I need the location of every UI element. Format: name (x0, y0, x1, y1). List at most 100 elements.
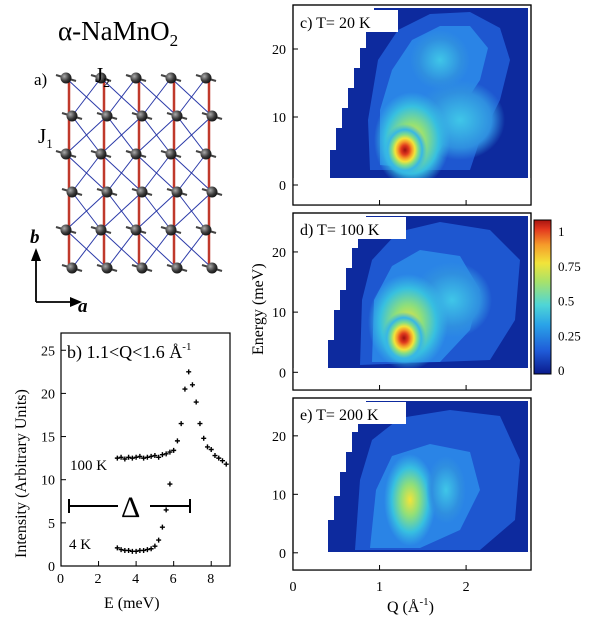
axis-b-label: b (30, 227, 40, 248)
energy-tick-label: 20 (272, 43, 286, 58)
map-ticks: 0 10 20 0 10 20 0 10 20 0 1 2 (272, 43, 470, 595)
intensity-ylabel: Intensity (Arbitrary Units) (13, 389, 30, 558)
data-point (174, 438, 180, 444)
data-point (219, 458, 225, 464)
intensity-panel-label: b) 1.1<Q<1.6 Å-1 (67, 341, 191, 363)
data-point (167, 449, 173, 455)
mn-atom (95, 224, 107, 236)
y-tick-label: 15 (41, 431, 55, 446)
energy-tick-label: 10 (272, 111, 286, 126)
intensity-ticks: 0 2 4 6 8 0 5 10 15 20 25 (41, 344, 214, 587)
colorbar-tick-label: 0.75 (558, 259, 581, 274)
data-point (197, 421, 203, 427)
mn-atom (171, 262, 183, 274)
mn-atom (165, 224, 177, 236)
j2-bond (135, 115, 178, 155)
data-point (137, 453, 143, 459)
data-point (182, 386, 188, 392)
lattice-bonds (65, 77, 213, 269)
y-tick-label: 10 (41, 474, 55, 489)
x-tick-label: 6 (170, 572, 177, 587)
x-tick-label: 2 (95, 572, 102, 587)
mn-atom (66, 110, 78, 122)
mn-atom (101, 110, 113, 122)
data-point (167, 481, 173, 487)
j2-bond (71, 77, 102, 117)
data-point (144, 547, 150, 553)
q-tick-label: 1 (376, 580, 383, 595)
data-point (141, 547, 147, 553)
mn-atom (60, 148, 72, 160)
q-tick-label: 0 (290, 580, 297, 595)
j2-label: J2 (95, 63, 110, 90)
mn-atom (200, 72, 212, 84)
colorbar-tick-label: 0.5 (558, 294, 574, 309)
mn-atom (206, 186, 218, 198)
mn-atom (165, 72, 177, 84)
data-point (156, 537, 162, 543)
mn-atom (66, 186, 78, 198)
mn-atom (171, 110, 183, 122)
data-point (141, 455, 147, 461)
data-point (216, 455, 222, 461)
energy-ylabel: Energy (meV) (250, 263, 267, 355)
data-point (126, 454, 132, 460)
data-point (163, 507, 169, 513)
map-panel-c: c) T= 20 K (292, 4, 532, 206)
mn-atom (171, 186, 183, 198)
axis-arrows: b a (30, 227, 88, 317)
delta-symbol: Δ (121, 491, 140, 524)
mn-atom (95, 72, 107, 84)
data-point (189, 382, 195, 388)
lattice-panel: a) J2 J1 b a (30, 63, 223, 317)
y-tick-label: 5 (48, 517, 55, 532)
data-point (163, 451, 169, 457)
map-c-label: c) T= 20 K (300, 15, 371, 32)
colorbar-ticks: 0 0.25 0.5 0.75 1 (558, 224, 581, 378)
data-point (144, 454, 150, 460)
data-point (129, 455, 135, 461)
j2-bond (170, 115, 213, 155)
mn-atom (136, 110, 148, 122)
mn-atom (101, 262, 113, 274)
lattice-panel-label: a) (34, 70, 47, 89)
data-point (223, 461, 229, 467)
data-point (201, 435, 207, 441)
mn-atom (200, 224, 212, 236)
mn-atom (101, 186, 113, 198)
x-tick-label: 4 (132, 572, 139, 587)
map-e-label: e) T= 200 K (300, 407, 379, 424)
data-point (118, 454, 124, 460)
data-point (152, 453, 158, 459)
intensity-points (114, 369, 229, 554)
data-point (114, 545, 120, 551)
data-point (133, 454, 139, 460)
mn-atom (200, 148, 212, 160)
mn-atom (136, 262, 148, 274)
data-point (159, 524, 165, 530)
colorbar-tick-label: 0.25 (558, 328, 581, 343)
mn-atom (206, 262, 218, 274)
mn-atom (136, 186, 148, 198)
data-point (148, 546, 154, 552)
data-point (118, 547, 124, 553)
mn-atom (206, 110, 218, 122)
data-point (152, 543, 158, 549)
lattice-atoms (55, 72, 223, 274)
j2-bond (176, 153, 207, 193)
y-tick-label: 0 (48, 560, 55, 575)
data-point (159, 452, 165, 458)
energy-tick-label: 0 (279, 179, 286, 194)
energy-tick-label: 0 (279, 547, 286, 562)
j2-bond (71, 153, 102, 193)
j1-label: J1 (38, 124, 53, 151)
mn-atom (60, 224, 72, 236)
energy-maps: Energy (meV) c) T= 20 K (250, 4, 581, 616)
j2-bond (106, 229, 137, 269)
data-point (186, 369, 192, 375)
j2-bond (100, 115, 143, 155)
j2-bond (65, 191, 108, 231)
gap-indicator: Δ (68, 490, 191, 524)
j2-bond (135, 191, 178, 231)
